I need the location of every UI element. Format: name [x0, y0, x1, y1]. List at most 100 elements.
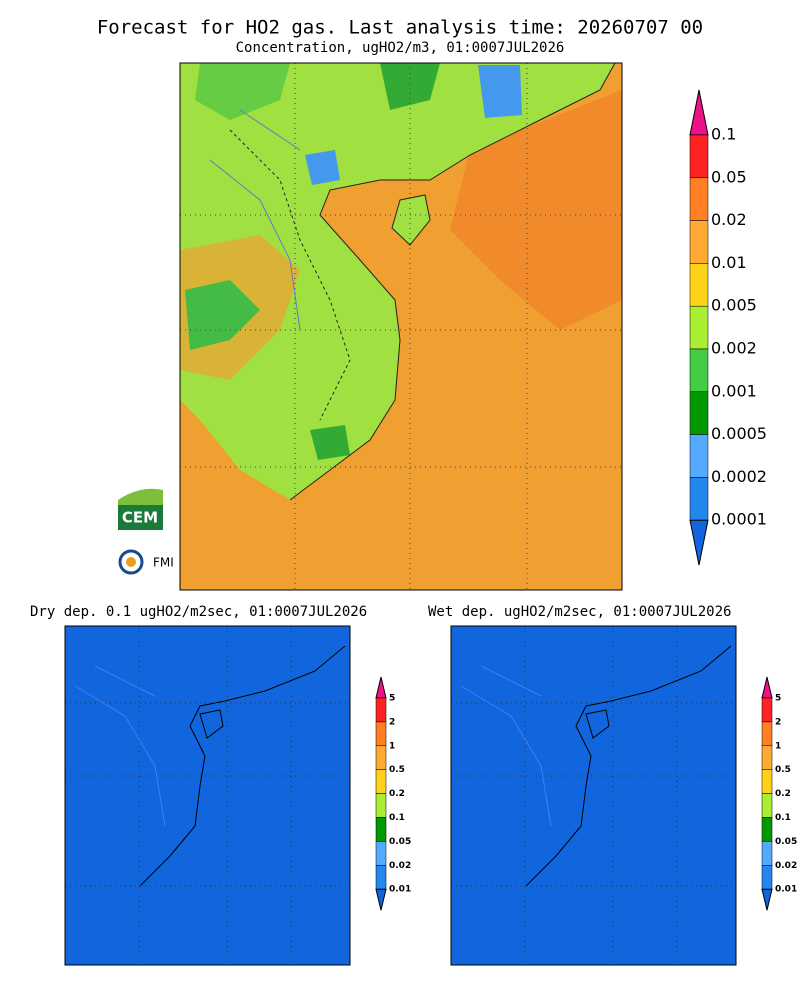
colorbar-segment — [689, 391, 709, 435]
colorbar-cap — [375, 676, 387, 699]
logo-text: FMI — [153, 556, 174, 570]
fmi-logo: FMI — [118, 549, 174, 575]
colorbar-label: 0.1 — [711, 125, 736, 144]
colorbar-label: 0.02 — [389, 861, 411, 871]
colorbar-segment — [761, 769, 773, 794]
map-fill — [65, 626, 350, 965]
colorbar-segment — [761, 697, 773, 723]
colorbar-label: 0.05 — [711, 167, 747, 186]
colorbar-label: 0.001 — [711, 381, 757, 400]
sea-patch — [450, 90, 622, 330]
colorbar-segment — [375, 745, 387, 770]
colorbar-cap — [689, 89, 709, 136]
island — [391, 194, 431, 246]
colorbar-label: 0.0002 — [711, 467, 767, 486]
colorbar-label: 0.1 — [389, 813, 405, 823]
colorbar-cap — [375, 888, 387, 911]
colorbar-segment — [689, 220, 709, 264]
colorbar-label: 0.5 — [775, 765, 791, 775]
colorbar-label: 0.02 — [775, 861, 797, 871]
colorbar-segment — [375, 817, 387, 842]
green-patch — [380, 63, 440, 110]
colorbar-segment — [689, 134, 709, 179]
main-map — [179, 62, 623, 591]
map-fill — [451, 626, 736, 965]
coastline — [139, 645, 346, 887]
colorbar-label: 0.2 — [775, 789, 791, 799]
colorbar-label: 5 — [389, 694, 395, 704]
colorbar-label: 0.5 — [389, 765, 405, 775]
title: Forecast for HO2 gas. Last analysis time… — [97, 17, 703, 39]
logo-shape — [118, 505, 163, 530]
colorbar-label: 1 — [389, 741, 395, 751]
colorbar-label: 0.01 — [711, 253, 747, 272]
colorbar-label: 0.0005 — [711, 424, 767, 443]
colorbar-segment — [689, 434, 709, 478]
colorbar-segment — [375, 769, 387, 794]
colorbar-label: 2 — [389, 717, 395, 727]
green-patch — [310, 425, 350, 460]
colorbar-label: 0.02 — [711, 210, 747, 229]
colorbar-segment — [689, 477, 709, 521]
colorbar-segment — [689, 305, 709, 350]
colorbar-label: 0.2 — [389, 789, 405, 799]
colorbar-segment — [761, 721, 773, 747]
colorbar-cap — [689, 519, 709, 566]
colorbar-label: 2 — [775, 717, 781, 727]
map-frame — [179, 62, 623, 591]
colorbar-label: 0.0001 — [711, 510, 767, 529]
subtitle: Concentration, ugHO2/m3, 01:0007JUL2026 — [236, 40, 565, 56]
colorbar-segment — [375, 865, 387, 890]
colorbar-label: 0.002 — [711, 339, 757, 358]
colorbar-segment — [761, 865, 773, 890]
colorbar-segment — [689, 348, 709, 393]
colorbar-segment — [375, 697, 387, 723]
map-frame — [64, 625, 351, 966]
river — [74, 665, 166, 827]
river — [209, 109, 301, 331]
green-patch — [185, 280, 260, 350]
cem-logo: CEM — [118, 485, 163, 530]
colorbar-label: 0.01 — [775, 885, 797, 895]
colorbar-segment — [761, 841, 773, 866]
map-frame — [450, 625, 737, 966]
land-area — [180, 63, 615, 500]
colorbar-label: 0.005 — [711, 296, 757, 315]
panel-title: Wet dep. ugHO2/m2sec, 01:0007JUL2026 — [428, 604, 731, 620]
river — [460, 665, 552, 827]
island — [199, 709, 224, 739]
coastline — [525, 645, 732, 887]
graticule — [180, 63, 622, 590]
colorbar-segment — [761, 745, 773, 770]
logo-shape — [118, 549, 144, 575]
blue-patch — [478, 65, 522, 118]
colorbar: 5 2 1 0.5 0.2 0.1 0.05 0.02 0.01 — [375, 676, 411, 911]
colorbar: 0.1 0.05 0.02 0.01 0.005 0.002 0.001 0.0005 0.00… — [689, 89, 767, 566]
logo-shape — [126, 557, 136, 567]
colorbar-segment — [375, 721, 387, 747]
colorbar-segment — [689, 263, 709, 307]
colorbar-label: 5 — [775, 694, 781, 704]
colorbar-label: 0.1 — [775, 813, 791, 823]
colorbar-segment — [375, 793, 387, 818]
panel-map — [450, 625, 737, 966]
colorbar-cap — [761, 676, 773, 699]
colorbar-segment — [375, 841, 387, 866]
colorbar-segment — [689, 177, 709, 221]
colorbar: 5 2 1 0.5 0.2 0.1 0.05 0.02 0.01 — [761, 676, 797, 911]
colorbar-label: 0.05 — [389, 837, 411, 847]
colorbar-label: 0.01 — [389, 885, 411, 895]
green-patch — [195, 63, 290, 120]
colorbar-cap — [761, 888, 773, 911]
blue-patch — [305, 150, 340, 185]
colorbar-segment — [761, 793, 773, 818]
colorbar-label: 1 — [775, 741, 781, 751]
logo-shape — [118, 488, 163, 505]
panel-map — [64, 625, 351, 966]
colorbar-segment — [761, 817, 773, 842]
panel-title: Dry dep. 0.1 ugHO2/m2sec, 01:0007JUL2026 — [30, 604, 367, 620]
island — [585, 709, 610, 739]
logo-text: CEM — [122, 509, 158, 527]
colorbar-label: 0.05 — [775, 837, 797, 847]
